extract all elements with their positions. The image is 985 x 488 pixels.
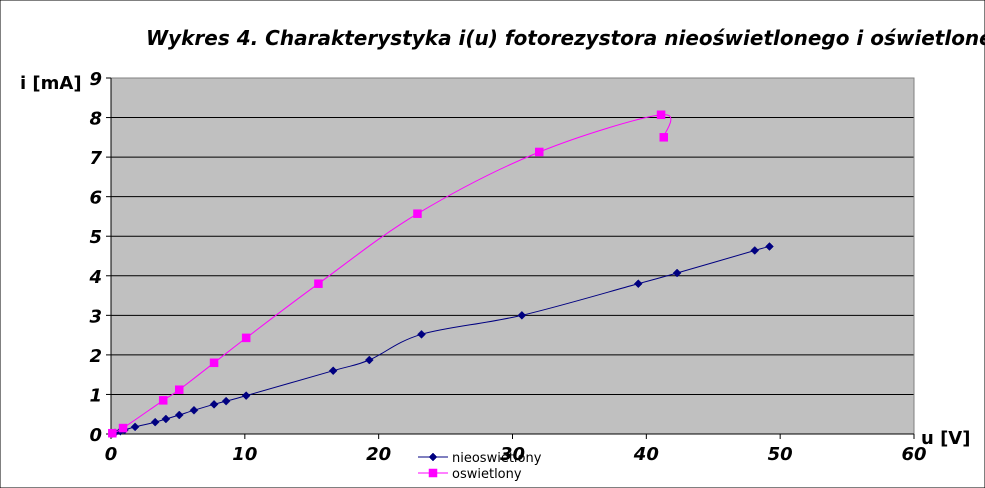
data-point: [150, 417, 160, 427]
data-point: [765, 242, 774, 251]
data-point: [364, 355, 374, 365]
data-point: [417, 329, 426, 339]
legend-label: nieoswietlony: [452, 451, 542, 466]
y-tick-label: 6: [89, 188, 102, 209]
y-tick-label: 1: [89, 385, 102, 406]
x-tick-label: 10: [232, 444, 257, 465]
x-tick-label: 60: [901, 444, 926, 465]
chart-title: Wykres 4. Charakterystyka i(u) fotorezys…: [146, 26, 985, 50]
x-axis-label: u [V]: [921, 428, 970, 449]
legend-entry-nieoswietlony: nieoswietlony: [418, 451, 542, 466]
data-point: [158, 396, 168, 405]
data-point: [314, 279, 323, 288]
data-point: [241, 391, 251, 400]
data-point: [189, 405, 199, 415]
legend-marker: [428, 452, 438, 462]
data-point: [656, 110, 666, 120]
legend-marker: [428, 468, 438, 478]
tick-labels: 0 1 2 3 4 5 6 7 8 9 0 10 20 30 40 50 60: [88, 69, 926, 465]
data-point: [130, 422, 140, 432]
data-point: [517, 310, 527, 320]
series: [107, 110, 774, 438]
y-tick-label: 9: [89, 69, 102, 90]
plot-area: [111, 78, 914, 434]
data-point: [241, 333, 251, 343]
data-point: [209, 399, 219, 409]
y-tick-label: 5: [89, 227, 102, 248]
data-point: [750, 246, 760, 255]
data-point: [161, 414, 171, 424]
legend-label: oswietlony: [452, 467, 522, 482]
x-tick-label: 40: [633, 444, 659, 465]
data-point: [535, 147, 544, 157]
data-point: [209, 358, 219, 368]
y-tick-label: 3: [89, 306, 102, 327]
data-point: [413, 209, 422, 218]
axes: [106, 77, 915, 439]
x-tick-label: 20: [366, 444, 391, 465]
data-point: [175, 385, 184, 394]
y-tick-label: 0: [89, 425, 102, 446]
y-axis-label: i [mA]: [20, 73, 82, 94]
data-point: [659, 133, 668, 142]
data-point: [118, 423, 128, 433]
data-point: [328, 366, 338, 376]
data-point: [633, 279, 643, 289]
x-tick-label: 30: [500, 444, 525, 465]
y-tick-label: 7: [89, 148, 102, 169]
x-tick-label: 50: [768, 444, 793, 465]
x-tick-label: 0: [105, 444, 118, 465]
series-oswietlony: [108, 110, 672, 438]
legend-entry-oswietlony: oswietlony: [418, 467, 522, 482]
data-point: [672, 268, 682, 278]
y-tick-label: 8: [89, 109, 102, 130]
data-point: [108, 428, 117, 438]
data-point: [174, 410, 184, 420]
y-tick-label: 2: [89, 346, 102, 367]
y-tick-label: 4: [88, 267, 102, 288]
data-point: [221, 396, 231, 406]
